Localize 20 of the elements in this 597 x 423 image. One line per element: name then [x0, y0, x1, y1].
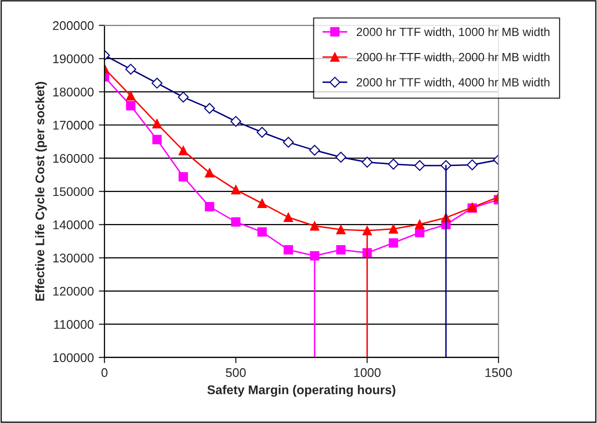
y-tick-label: 110000	[54, 320, 94, 329]
y-tick-label: 140000	[53, 220, 94, 230]
y-tick-label: 130000	[53, 254, 94, 262]
y-tick-label: 120000	[53, 286, 94, 296]
y-axis-title: Effective Life Cycle Cost (per socket)	[35, 82, 47, 301]
legend-label: 2000 hr TTF width, 2000 hr MB width	[356, 52, 550, 63]
y-tick-label: 170000	[53, 120, 94, 130]
y-tick-label: 100000	[53, 353, 94, 362]
x-tick-label: 0	[101, 368, 108, 378]
x-tick-label: 1500	[486, 368, 512, 378]
y-tick-label: 200000	[52, 21, 94, 30]
legend-label: 2000 hr TTF width, 1000 hr MB width	[356, 27, 550, 38]
x-tick-label: 500	[226, 368, 246, 378]
y-tick-label: 150000	[53, 187, 94, 196]
legend-label: 2000 hr TTF width, 4000 hr MB width	[356, 78, 550, 88]
x-axis-title: Safety Margin (operating hours)	[207, 385, 396, 397]
y-tick-label: 190000	[53, 54, 94, 64]
y-tick-label: 180000	[53, 88, 94, 96]
x-tick-label: 1000	[354, 368, 381, 378]
y-tick-label: 160000	[53, 154, 94, 163]
